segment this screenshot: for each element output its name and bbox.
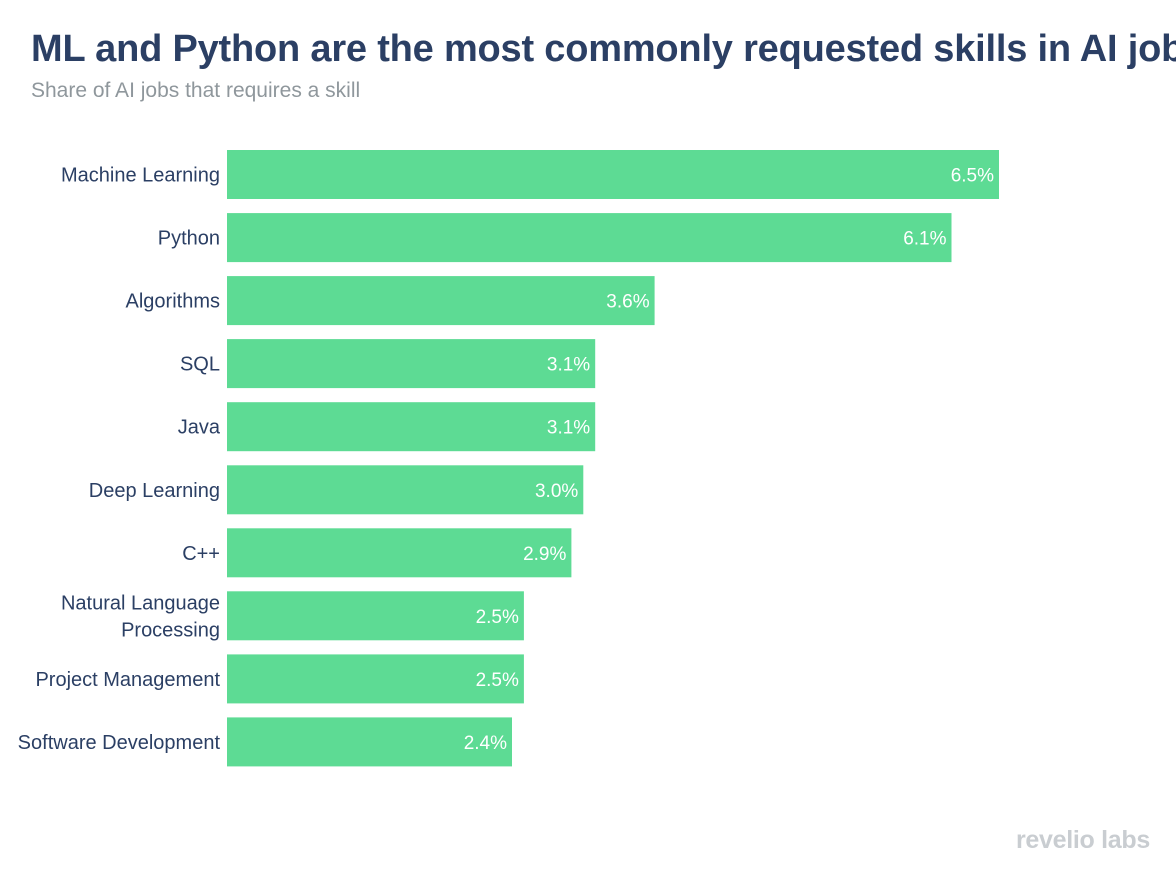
value-label: 2.5% [476, 607, 519, 628]
bar [227, 402, 596, 452]
bar [227, 465, 584, 515]
value-label: 2.5% [476, 670, 519, 691]
category-label: Software Development [18, 732, 221, 754]
bar [227, 213, 952, 263]
value-label: 6.5% [951, 166, 994, 187]
bar [227, 276, 655, 326]
value-label: 3.6% [606, 292, 649, 313]
chart-subtitle: Share of AI jobs that requires a skill [31, 79, 361, 102]
value-label: 3.1% [547, 418, 590, 439]
value-label: 2.9% [523, 544, 566, 565]
value-label: 2.4% [464, 733, 507, 754]
chart-title: ML and Python are the most commonly requ… [31, 28, 1176, 70]
category-label: Deep Learning [89, 480, 220, 502]
bar [227, 150, 999, 199]
category-label: SQL [180, 354, 220, 376]
bar [227, 654, 524, 704]
bar [227, 591, 524, 641]
category-label: Natural Language Processing [61, 592, 220, 641]
category-label: Algorithms [126, 291, 220, 313]
category-label: Java [178, 417, 221, 439]
brand-logo: revelio labs [1016, 826, 1150, 854]
value-label: 3.0% [535, 481, 578, 502]
category-label: C++ [182, 543, 220, 565]
bar [227, 528, 572, 578]
category-label: Machine Learning [61, 165, 220, 187]
bar [227, 717, 512, 767]
value-label: 3.1% [547, 355, 590, 376]
category-label: Python [158, 228, 220, 250]
bar [227, 339, 596, 389]
value-label: 6.1% [903, 229, 946, 250]
category-label: Project Management [35, 669, 220, 691]
